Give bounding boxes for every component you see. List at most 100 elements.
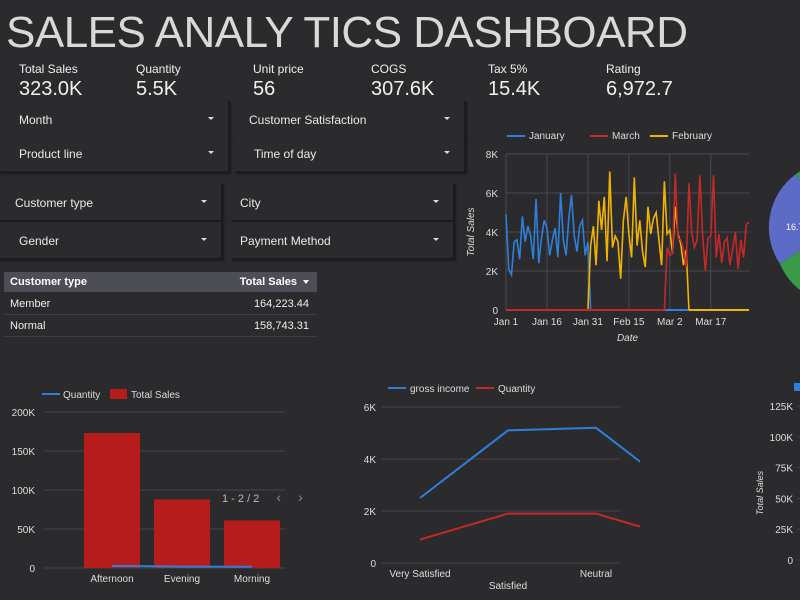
x-tick-label: Mar 17: [695, 317, 727, 328]
pie-chart: 16.7: [768, 171, 800, 290]
bar: [224, 520, 280, 568]
filter-customer-satisfaction[interactable]: Customer Satisfaction: [236, 101, 466, 139]
kpi-value: 5.5K: [136, 78, 178, 100]
chevron-down-icon: [208, 117, 214, 120]
x-tick-label: Morning: [234, 574, 270, 585]
legend-label: gross income: [410, 384, 470, 395]
kpi-label: Tax 5%: [488, 62, 528, 76]
legend-label: Quantity: [63, 390, 100, 401]
x-tick-label: Very Satisfied: [389, 569, 450, 580]
sort-desc-icon: [303, 280, 309, 285]
kpi-value: 6,972.7: [606, 78, 673, 100]
filter-time-of-day[interactable]: Time of day: [236, 135, 466, 173]
pagination-label: 1 - 2 / 2: [222, 493, 260, 505]
column-header-label: Total Sales: [239, 276, 297, 288]
table-row: Normal 158,743.31: [4, 315, 317, 337]
chevron-down-icon: [444, 151, 450, 154]
kpi-value: 15.4K: [488, 78, 541, 100]
column-header-customer-type[interactable]: Customer type: [10, 276, 88, 288]
x-tick-label: Afternoon: [90, 574, 133, 585]
x-tick-label: Mar 2: [657, 317, 683, 328]
series-line: [663, 173, 750, 311]
legend-label: February: [672, 131, 712, 142]
x-tick-label: Jan 31: [573, 317, 603, 328]
legend-label: Quantity: [498, 384, 535, 395]
filter-city[interactable]: City: [232, 184, 455, 222]
table-cell: 158,743.31: [253, 319, 309, 332]
filter-label: Customer Satisfaction: [249, 113, 367, 127]
filter-payment-method[interactable]: Payment Method: [232, 222, 455, 260]
y-tick-label: 100K: [12, 486, 36, 497]
pie-slice: [780, 250, 800, 290]
dashboard-title: SALES ANALY TICS DASHBOARD: [6, 8, 688, 57]
chevron-down-icon: [208, 151, 214, 154]
y-tick-label: 2K: [486, 267, 499, 278]
kpi-total-sales: Total Sales 323.0K: [19, 62, 82, 101]
legend-swatch: [110, 389, 127, 399]
x-tick-label: Jan 16: [532, 317, 562, 328]
y-tick-label: 0: [370, 559, 376, 570]
y-axis-label: Total Sales: [466, 207, 477, 256]
y-tick-label: 25K: [775, 525, 793, 536]
right-partial-chart: 0 25K 50K 75K 100K 125K Total Sales: [755, 383, 800, 567]
y-axis-label: Total Sales: [755, 470, 765, 515]
kpi-unit-price: Unit price 56: [253, 62, 304, 101]
kpi-label: Quantity: [136, 62, 181, 76]
y-tick-label: 0: [787, 556, 793, 567]
kpi-cogs: COGS 307.6K: [371, 62, 434, 101]
y-tick-label: 0: [29, 564, 35, 575]
y-tick-label: 200K: [12, 408, 36, 419]
table-cell: Normal: [10, 319, 46, 332]
filter-label: Time of day: [254, 147, 317, 161]
table-cell: 164,223.44: [253, 297, 309, 310]
kpi-rating: Rating 6,972.7: [606, 62, 673, 101]
kpi-value: 307.6K: [371, 78, 435, 100]
table-row: Member 164,223.44: [4, 293, 317, 315]
table-cell: Member: [10, 297, 51, 310]
kpi-label: Total Sales: [19, 62, 78, 76]
bar: [84, 433, 140, 568]
chevron-down-icon: [444, 117, 450, 120]
chevron-down-icon: [201, 200, 207, 203]
kpi-quantity: Quantity 5.5K: [136, 62, 181, 101]
kpi-value: 323.0K: [19, 78, 83, 100]
legend-label: January: [529, 131, 565, 142]
chevron-down-icon: [201, 238, 207, 241]
customer-type-table: Customer type Total Sales Member 164,223…: [4, 272, 317, 337]
chevron-right-icon[interactable]: ›: [298, 489, 303, 505]
filter-label: Customer type: [15, 196, 94, 210]
filter-month[interactable]: Month: [0, 101, 230, 139]
chevron-left-icon[interactable]: ‹: [276, 489, 282, 505]
y-tick-label: 4K: [486, 228, 499, 239]
kpi-label: Rating: [606, 62, 641, 76]
chevron-down-icon: [433, 238, 439, 241]
filter-product-line[interactable]: Product line: [0, 135, 230, 173]
y-tick-label: 2K: [364, 507, 377, 518]
pie-slice: [768, 174, 800, 264]
filter-gender[interactable]: Gender: [0, 222, 223, 260]
column-header-total-sales[interactable]: Total Sales: [197, 276, 317, 288]
series-line: [419, 512, 640, 541]
legend-label: March: [612, 131, 640, 142]
x-tick-label: Evening: [164, 574, 200, 585]
time-of-day-chart: 0 50K 100K 150K 200K Afternoon Evening Morning Q…: [12, 389, 285, 585]
series-line: [505, 192, 592, 311]
filter-customer-type[interactable]: Customer type: [0, 184, 223, 222]
legend-label: Total Sales: [131, 390, 180, 401]
y-tick-label: 6K: [364, 403, 377, 414]
x-tick-label: Feb 15: [613, 317, 645, 328]
series-line: [419, 426, 640, 499]
y-tick-label: 150K: [12, 447, 36, 458]
y-tick-label: 125K: [770, 402, 794, 413]
sales-by-date-chart: 0 2K 4K 6K 8K Jan 1 Jan 16 Jan 31 Feb 15 Mar 2 Mar…: [466, 131, 750, 344]
y-tick-label: 50K: [17, 525, 35, 536]
y-tick-label: 6K: [486, 189, 499, 200]
kpi-label: COGS: [371, 62, 407, 76]
x-axis-label: Date: [617, 333, 639, 344]
x-tick-label: Neutral: [580, 569, 612, 580]
pie-slice-label: 16.7: [786, 222, 800, 232]
kpi-label: Unit price: [253, 62, 304, 76]
legend-swatch: [794, 383, 800, 391]
pagination: 1 - 2 / 2 ‹ ›: [222, 489, 303, 505]
